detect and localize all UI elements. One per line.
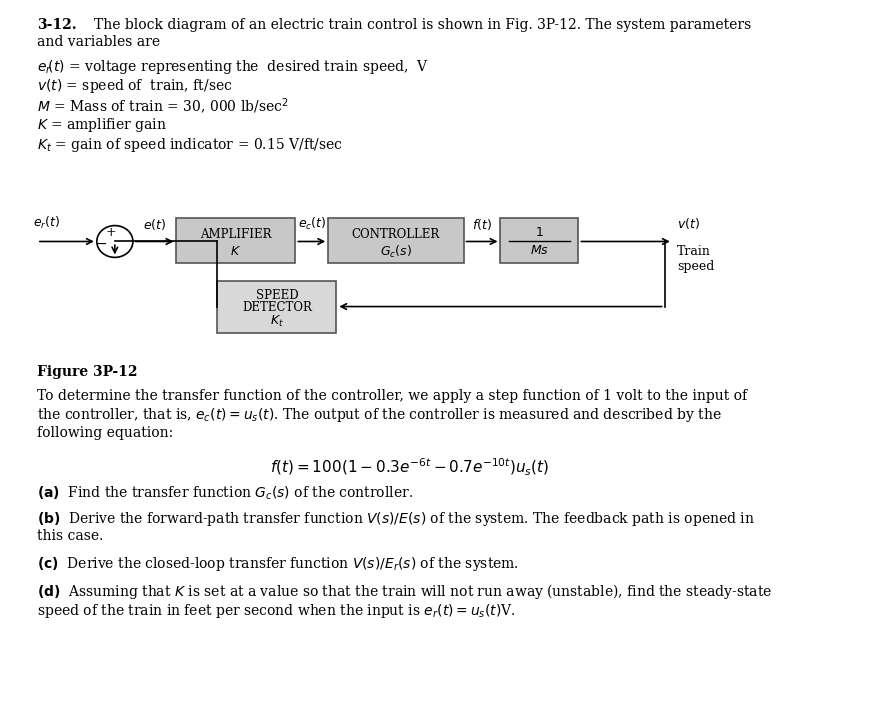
Text: $1$: $1$ bbox=[535, 226, 544, 239]
Text: and variables are: and variables are bbox=[37, 35, 160, 49]
Text: $e_c(t)$: $e_c(t)$ bbox=[298, 216, 326, 232]
Text: $\mathbf{(b)}$  Derive the forward-path transfer function $V(s)/E(s)$ of the sys: $\mathbf{(b)}$ Derive the forward-path t… bbox=[37, 510, 755, 528]
Text: speed of the train in feet per second when the input is $e_r(t) = u_s(t)$V.: speed of the train in feet per second wh… bbox=[37, 602, 516, 620]
Text: The block diagram of an electric train control is shown in Fig. 3P-12. The syste: The block diagram of an electric train c… bbox=[95, 18, 752, 32]
Text: $G_c(s)$: $G_c(s)$ bbox=[380, 244, 412, 260]
Text: $v(t)$ = speed of  train, ft/sec: $v(t)$ = speed of train, ft/sec bbox=[37, 77, 232, 95]
Text: +: + bbox=[105, 226, 116, 239]
Text: speed: speed bbox=[677, 260, 714, 273]
FancyBboxPatch shape bbox=[217, 281, 336, 333]
FancyBboxPatch shape bbox=[501, 218, 578, 263]
Text: −: − bbox=[96, 236, 107, 251]
FancyBboxPatch shape bbox=[328, 218, 464, 263]
Text: $M$ = Mass of train = 30, 000 lb/sec$^2$: $M$ = Mass of train = 30, 000 lb/sec$^2$ bbox=[37, 97, 289, 117]
Text: $e(t)$: $e(t)$ bbox=[143, 217, 166, 232]
Text: AMPLIFIER: AMPLIFIER bbox=[200, 228, 272, 241]
Text: $f(t) = 100(1 - 0.3e^{-6t} - 0.7e^{-10t})u_s(t)$: $f(t) = 100(1 - 0.3e^{-6t} - 0.7e^{-10t}… bbox=[271, 457, 550, 478]
Text: $e_r(t)$: $e_r(t)$ bbox=[33, 215, 60, 231]
Text: 3-12.: 3-12. bbox=[37, 18, 77, 32]
Text: SPEED: SPEED bbox=[256, 288, 299, 301]
FancyBboxPatch shape bbox=[176, 218, 295, 263]
Text: Train: Train bbox=[677, 245, 711, 258]
Text: $K_t$ = gain of speed indicator = 0.15 V/ft/sec: $K_t$ = gain of speed indicator = 0.15 V… bbox=[37, 136, 343, 154]
Text: $\mathbf{(c)}$  Derive the closed-loop transfer function $V(s)/E_r(s)$ of the sy: $\mathbf{(c)}$ Derive the closed-loop tr… bbox=[37, 555, 519, 573]
Text: $\mathbf{(d)}$  Assuming that $K$ is set at a value so that the train will not r: $\mathbf{(d)}$ Assuming that $K$ is set … bbox=[37, 582, 772, 601]
Text: $f(t)$: $f(t)$ bbox=[472, 217, 492, 232]
Text: $v(t)$: $v(t)$ bbox=[677, 215, 700, 231]
Text: $K$ = amplifier gain: $K$ = amplifier gain bbox=[37, 116, 166, 134]
Text: $K$: $K$ bbox=[231, 246, 241, 258]
Text: this case.: this case. bbox=[37, 529, 104, 543]
Text: $K_t$: $K_t$ bbox=[270, 314, 283, 329]
Text: To determine the transfer function of the controller, we apply a step function o: To determine the transfer function of th… bbox=[37, 389, 747, 440]
Text: CONTROLLER: CONTROLLER bbox=[351, 228, 440, 241]
Text: $Ms$: $Ms$ bbox=[530, 244, 549, 257]
Text: Figure 3P-12: Figure 3P-12 bbox=[37, 365, 138, 379]
Text: $\mathbf{(a)}$  Find the transfer function $G_c(s)$ of the controller.: $\mathbf{(a)}$ Find the transfer functio… bbox=[37, 484, 413, 502]
Circle shape bbox=[97, 226, 133, 257]
Text: $e_r\!\left(t\right)$ = voltage representing the  desired train speed,  V: $e_r\!\left(t\right)$ = voltage represen… bbox=[37, 58, 429, 76]
Text: DETECTOR: DETECTOR bbox=[242, 301, 312, 314]
